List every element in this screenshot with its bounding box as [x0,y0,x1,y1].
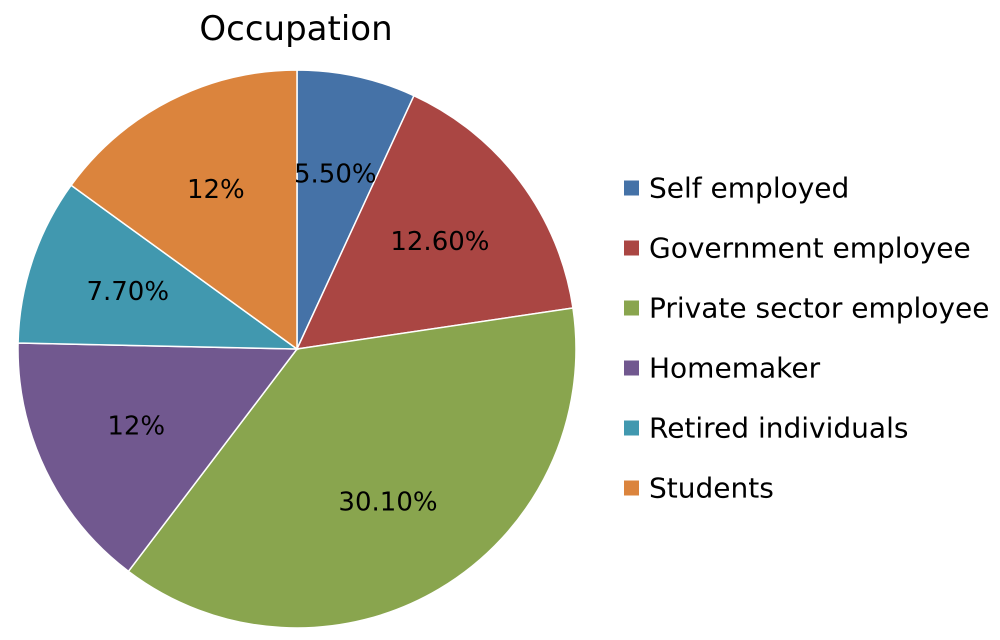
pie-data-labels: 5.50% 12.60% 30.10% 12% 7.70% 12% [86,160,489,518]
legend-label-self-employed: Self employed [649,172,849,205]
pie-slice-government-employee [295,94,574,350]
legend-label-homemaker: Homemaker [649,352,821,385]
legend-item-government-employee: Government employee [624,232,971,265]
pie-slice-self-employed [296,69,415,350]
pie-slice-private-sector-employee [127,307,577,629]
legend-label-government-employee: Government employee [649,232,971,265]
legend-label-retired-individuals: Retired individuals [649,412,908,445]
data-label-government-employee: 12.60% [390,227,489,257]
pie-slices [17,69,577,629]
legend-swatch-students [624,480,639,496]
legend-swatch-homemaker [624,360,639,376]
legend-swatch-retired-individuals [624,420,639,436]
legend-swatch-self-employed [624,180,639,196]
legend-label-private-sector-employee: Private sector employee [649,292,989,325]
legend-item-students: Students [624,472,774,505]
pie-slice-students [70,69,298,351]
legend-item-homemaker: Homemaker [624,352,821,385]
data-label-self-employed: 5.50% [294,160,377,190]
data-label-private-sector-employee: 30.10% [338,488,437,518]
legend-label-students: Students [649,472,774,505]
legend-swatch-private-sector-employee [624,300,639,316]
legend: Self employed Government employee Private … [624,172,989,505]
legend-item-self-employed: Self employed [624,172,849,205]
data-label-retired-individuals: 7.70% [86,277,169,307]
legend-swatch-government-employee [624,240,639,256]
pie-slice-homemaker [17,342,299,573]
chart-title: Occupation [199,9,392,49]
legend-item-retired-individuals: Retired individuals [624,412,908,445]
data-label-homemaker: 12% [107,412,165,442]
pie-slice-retired-individuals [17,184,300,350]
legend-item-private-sector-employee: Private sector employee [624,292,989,325]
data-label-students: 12% [187,175,245,205]
